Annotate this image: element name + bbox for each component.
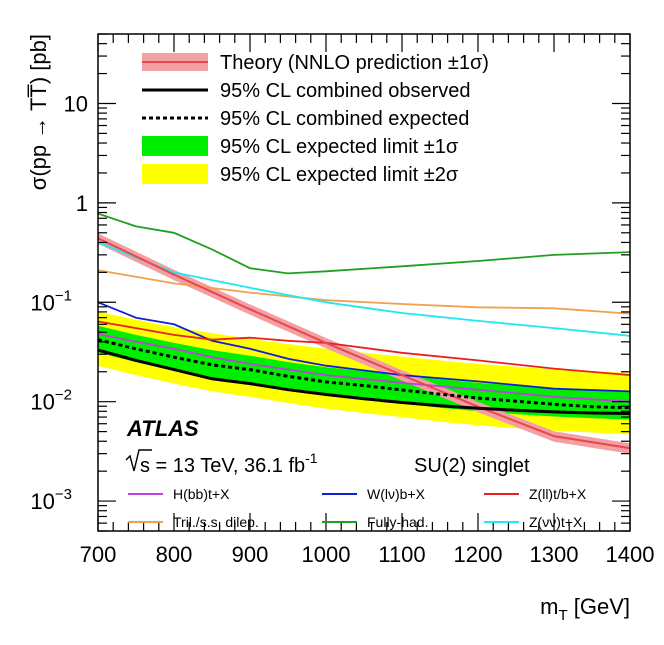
channel-legend-label: W(lν)b+X: [367, 486, 426, 502]
x-tick-label: 800: [156, 542, 193, 567]
lumi-exponent: -1: [305, 450, 318, 466]
channel-line-4: [98, 212, 630, 275]
legend-label: 95% CL expected limit ±1σ: [220, 136, 459, 158]
x-tick-label: 900: [232, 542, 269, 567]
y-tick-label: 10: [64, 91, 88, 116]
channel-legend-label: Fully-had.: [367, 514, 428, 530]
energy-text: = 13 TeV, 36.1 fb: [150, 455, 305, 477]
legend: Theory (NNLO prediction ±1σ) 95% CL combi…: [128, 52, 587, 530]
channel-line-3: [98, 269, 630, 315]
y-tick-label: 10−2: [30, 387, 72, 415]
legend-label: Theory (NNLO prediction ±1σ): [220, 52, 489, 74]
x-tick-label: 1400: [606, 542, 655, 567]
y-tick-exponent: −1: [55, 287, 72, 304]
y-tick-label: 10−3: [30, 486, 72, 514]
y-tick-base: 10: [30, 489, 54, 514]
legend-label: 95% CL combined observed: [220, 80, 471, 102]
x-axis-title: mT [GeV]: [540, 594, 630, 624]
sqrt-symbol: [125, 449, 152, 472]
legend-label: 95% CL combined expected: [220, 108, 469, 130]
channel-line-1: [98, 301, 630, 393]
x-axis-title-var: m: [540, 594, 558, 619]
model-label: SU(2) singlet: [414, 455, 530, 477]
legend-label: 95% CL expected limit ±2σ: [220, 164, 459, 186]
axes: 700 800 900 1000 1100 1200 1300 140010110−110−2…: [26, 33, 655, 624]
plot-frame: [97, 33, 631, 532]
x-tick-label: 1300: [530, 542, 579, 567]
channel-line-5: [98, 241, 630, 337]
y-tick-base: 10: [30, 290, 54, 315]
x-tick-label: 1000: [302, 542, 351, 567]
legend-1sigma-swatch: [142, 136, 208, 156]
y-tick-label: 1: [76, 191, 88, 216]
x-tick-label: 700: [80, 542, 117, 567]
channel-line-0: [98, 333, 630, 403]
y-tick-label: 10−1: [30, 287, 72, 315]
annotations: ATLAS s = 13 TeV, 36.1 fb-1 SU(2) singlet: [125, 416, 530, 477]
y-axis-title: σ(pp → TT̅) [pb]: [26, 34, 51, 190]
energy-lumi-text: s = 13 TeV, 36.1 fb-1: [140, 450, 318, 477]
x-axis-title-subscript: T: [558, 607, 567, 624]
y-tick-exponent: −3: [55, 486, 72, 503]
x-axis-title-unit: [GeV]: [568, 594, 630, 619]
channel-legend-label: Z(νν)t+X: [529, 514, 583, 530]
y-tick-exponent: −2: [55, 387, 72, 404]
band-1sigma: [98, 325, 630, 420]
x-tick-label: 1200: [454, 542, 503, 567]
plot-area: [98, 212, 630, 454]
expected-line: [98, 338, 630, 410]
observed-line: [98, 348, 630, 415]
atlas-label: ATLAS: [126, 416, 199, 441]
x-tick-label: 1100: [378, 542, 425, 567]
theory-line: [98, 237, 630, 450]
channel-line-2: [98, 320, 630, 376]
sqrt-s: s: [140, 455, 150, 477]
channel-legend-label: Tril./s.s. dilep.: [173, 514, 259, 530]
channel-legend-label: H(bb)t+X: [173, 486, 230, 502]
legend-2sigma-swatch: [142, 164, 208, 184]
y-tick-base: 10: [30, 390, 54, 415]
channel-legend-label: Z(ll)t/b+X: [529, 486, 587, 502]
